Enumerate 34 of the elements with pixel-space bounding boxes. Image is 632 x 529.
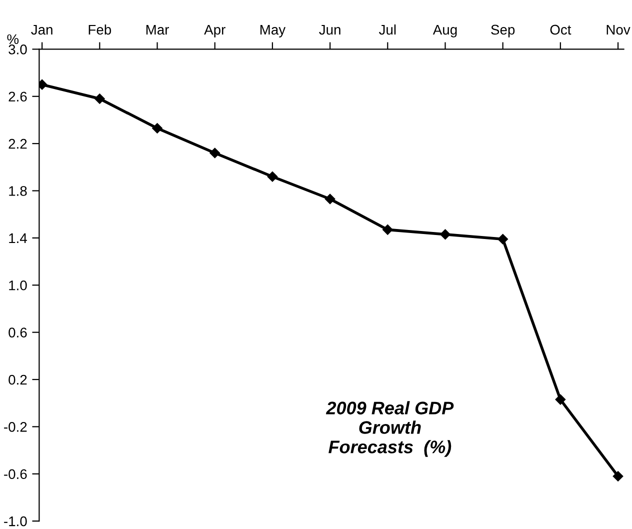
x-tick-label: Jul (378, 24, 396, 35)
x-tick-label: Oct (550, 24, 572, 35)
point (324, 194, 336, 204)
y-tick-label: 1.8 (9, 186, 27, 196)
y-tick-label: 2.6 (8, 92, 27, 102)
point (267, 171, 278, 182)
point (152, 123, 162, 134)
x-tick-label: Aug (432, 24, 457, 38)
y-tick-label: 1.0 (9, 280, 27, 290)
point (440, 229, 450, 240)
x-tick-label: Jan (31, 24, 52, 35)
point (94, 94, 105, 104)
y-tick-label: -0.2 (4, 422, 27, 432)
x-tick-label: Mar (146, 24, 169, 35)
y-tick-label: 2.2 (8, 138, 27, 149)
y-tick-label: -1.0 (4, 516, 27, 526)
x-tick-label: Nov (606, 24, 630, 35)
point (555, 394, 566, 405)
y-axis-title: % (7, 34, 19, 44)
x-tick-label: Sep (491, 24, 515, 38)
annotation: 2009 Real GDP Growth Forecasts (%) (326, 401, 454, 457)
y-tick-label: 0.2 (8, 374, 27, 385)
x-tick-label: Feb (88, 24, 112, 35)
point (382, 224, 393, 235)
y-tick-label: 3.0 (8, 44, 27, 54)
point (210, 148, 220, 158)
y-tick-label: 1.4 (9, 233, 27, 243)
point (498, 234, 508, 244)
x-tick-label: May (260, 24, 286, 38)
y-tick-label: 0.6 (8, 328, 27, 338)
x-tick-label: Jun (319, 24, 340, 35)
y-tick-label: -0.6 (4, 469, 27, 480)
x-tick-label: Apr (204, 24, 226, 38)
point (612, 471, 624, 482)
